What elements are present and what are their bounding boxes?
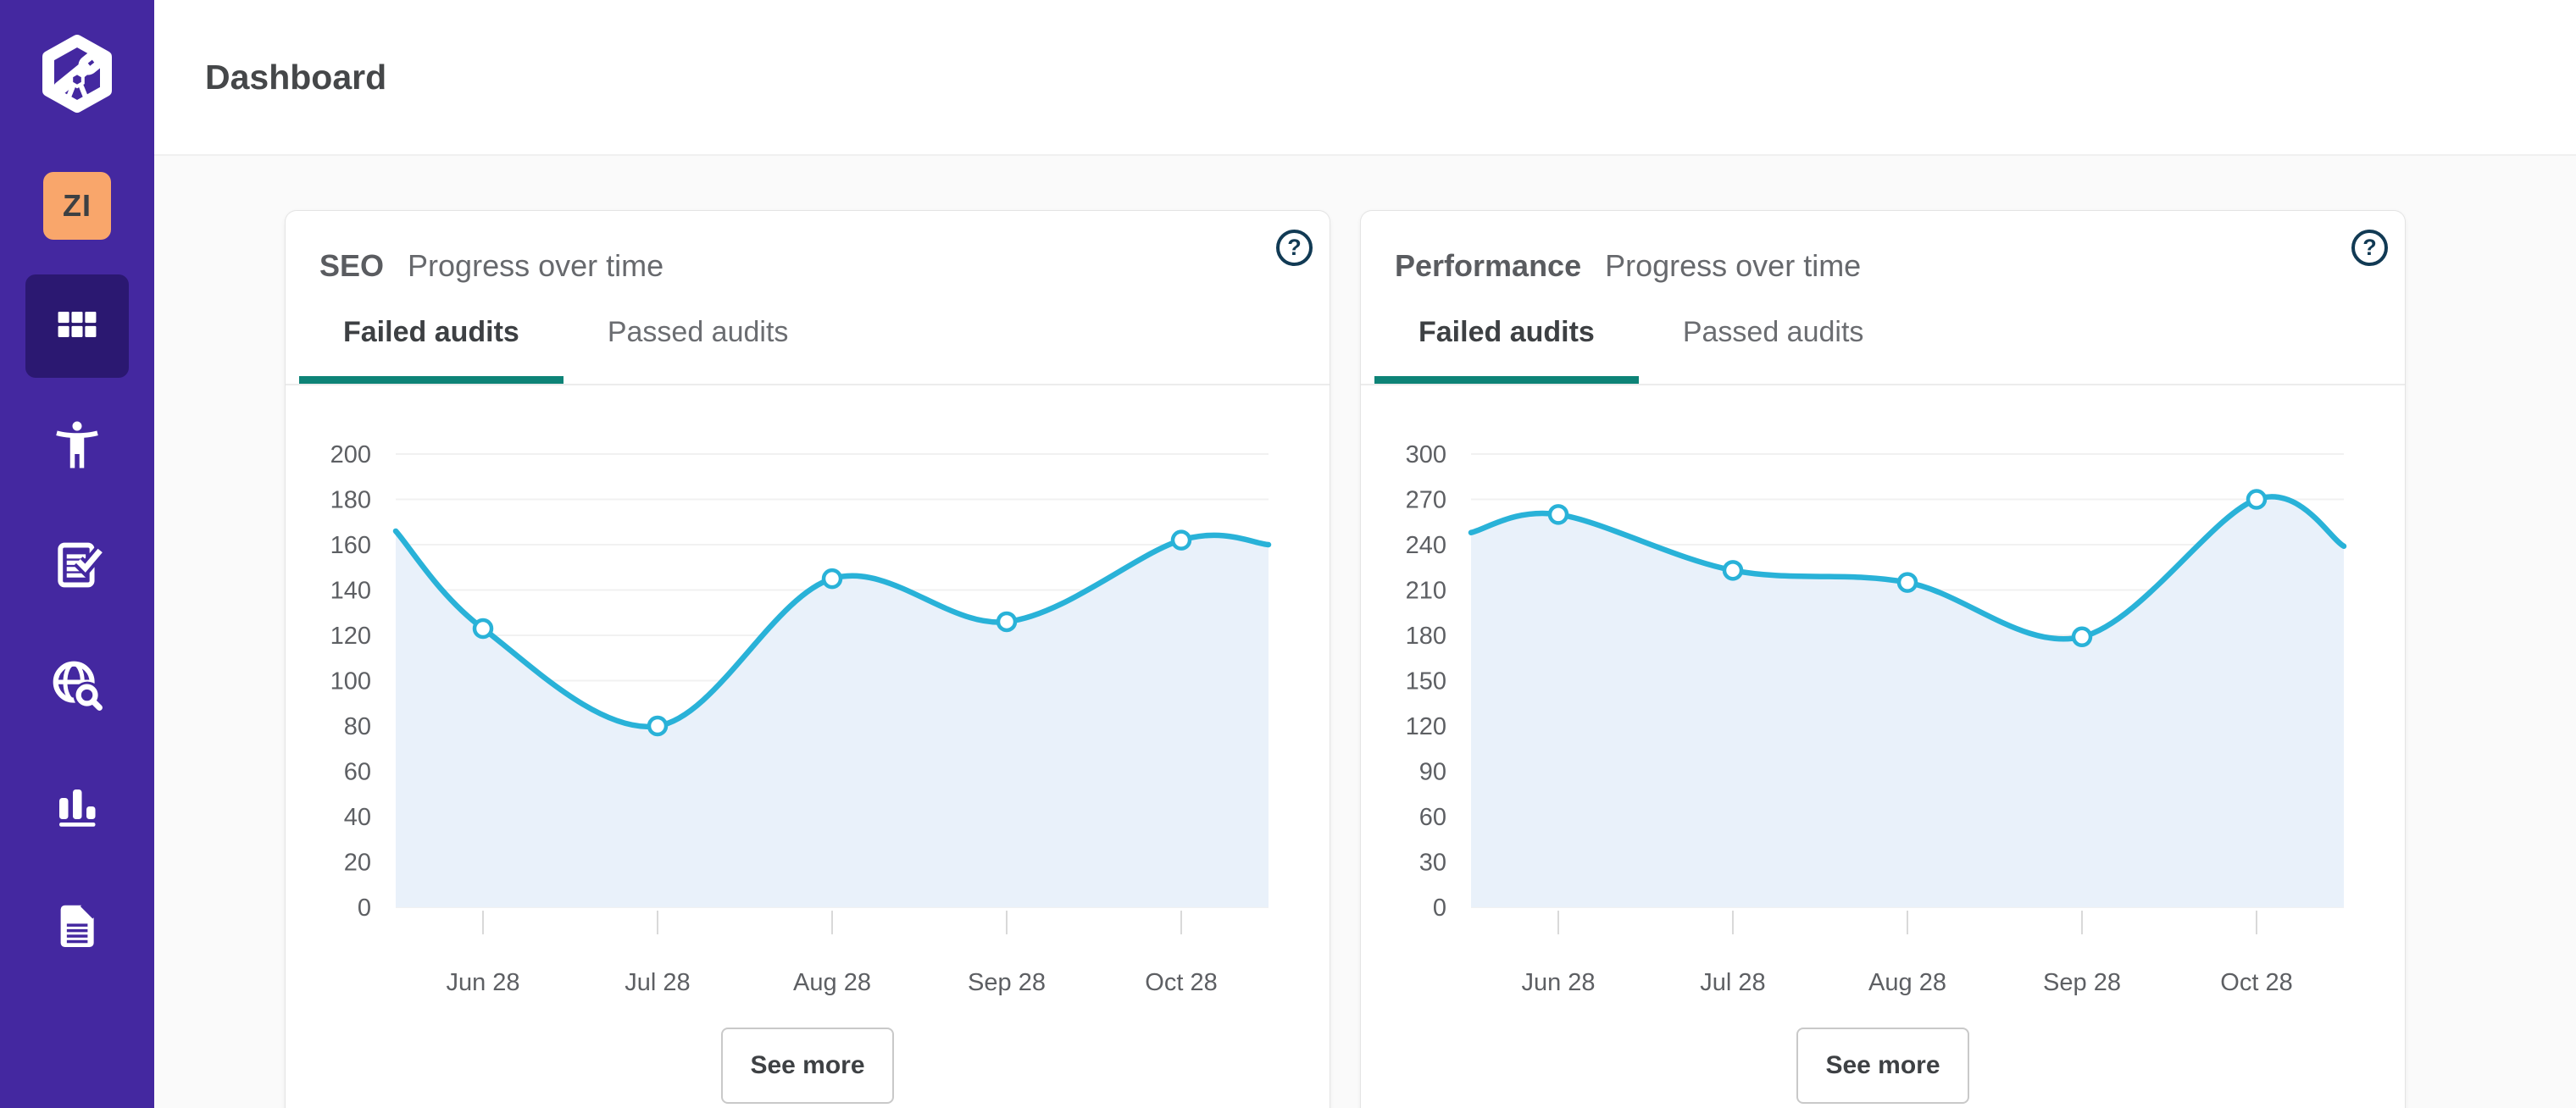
globe-search-icon xyxy=(49,657,105,717)
data-point-marker[interactable] xyxy=(1724,562,1741,579)
y-tick-label: 140 xyxy=(330,578,371,605)
y-tick-label: 160 xyxy=(330,532,371,559)
card-header: Performance Progress over time xyxy=(1361,211,2405,284)
y-tick-label: 60 xyxy=(1419,804,1446,831)
x-tick-label: Oct 28 xyxy=(1145,969,1217,996)
tab-failed-audits[interactable]: Failed audits xyxy=(299,306,564,384)
x-tick-label: Sep 28 xyxy=(2043,969,2121,996)
y-tick-label: 80 xyxy=(344,713,371,740)
y-tick-label: 0 xyxy=(1433,895,1446,922)
y-tick-label: 180 xyxy=(330,487,371,514)
y-tick-label: 0 xyxy=(358,895,371,922)
view-grid-icon xyxy=(58,311,97,342)
sidebar-item-reports[interactable] xyxy=(25,876,129,979)
sidebar-item-accessibility[interactable] xyxy=(25,395,129,498)
see-more-button[interactable]: See more xyxy=(721,1028,894,1104)
top-bar: Dashboard xyxy=(154,0,2576,156)
card-performance: ? Performance Progress over time Failed … xyxy=(1360,210,2406,1108)
tab-failed-audits[interactable]: Failed audits xyxy=(1374,306,1639,384)
telescope-hexagon-logo-icon xyxy=(36,35,118,120)
data-point-marker[interactable] xyxy=(2248,491,2265,508)
y-tick-label: 20 xyxy=(344,850,371,877)
tab-passed-audits[interactable]: Passed audits xyxy=(564,306,833,384)
sidebar-item-seo[interactable] xyxy=(25,635,129,739)
card-header: SEO Progress over time xyxy=(286,211,1330,284)
avatar[interactable]: ZI xyxy=(43,172,111,240)
sidebar: ZI xyxy=(0,0,154,1108)
data-point-marker[interactable] xyxy=(475,620,491,637)
page-title: Dashboard xyxy=(205,58,386,97)
accessibility-icon xyxy=(49,417,105,477)
data-point-marker[interactable] xyxy=(1899,574,1916,591)
x-tick-label: Sep 28 xyxy=(968,969,1046,996)
content-area: ? SEO Progress over time Failed audits P… xyxy=(154,156,2576,1108)
card-title: SEO xyxy=(319,248,384,284)
y-tick-label: 200 xyxy=(330,441,371,468)
sidebar-item-dashboard[interactable] xyxy=(25,274,129,378)
help-icon[interactable]: ? xyxy=(1276,230,1313,266)
sidebar-item-stats[interactable] xyxy=(25,756,129,859)
data-point-marker[interactable] xyxy=(2074,629,2090,645)
y-tick-label: 60 xyxy=(344,759,371,786)
data-point-marker[interactable] xyxy=(824,570,841,587)
card-title: Performance xyxy=(1395,248,1581,284)
data-point-marker[interactable] xyxy=(1550,506,1567,523)
progress-line-chart[interactable]: 0 20 40 60 80 100 120 140 160 180 200 Jun 28 Jul 28 A… xyxy=(286,440,1331,1016)
x-tick-label: Aug 28 xyxy=(1868,969,1946,996)
y-tick-label: 30 xyxy=(1419,850,1446,877)
x-tick-label: Jun 28 xyxy=(1521,969,1595,996)
y-tick-label: 120 xyxy=(330,623,371,650)
bar-chart-icon xyxy=(52,780,103,835)
card-subtitle: Progress over time xyxy=(1605,248,1861,284)
audit-checklist-icon xyxy=(50,538,104,596)
main-area: Dashboard ? SEO Progress over time Faile… xyxy=(154,0,2576,1108)
data-point-marker[interactable] xyxy=(998,613,1015,630)
tab-bar: Failed audits Passed audits xyxy=(1361,306,2405,385)
y-tick-label: 120 xyxy=(1406,713,1446,740)
y-tick-label: 90 xyxy=(1419,759,1446,786)
sidebar-item-best-practices[interactable] xyxy=(25,515,129,618)
y-tick-label: 270 xyxy=(1406,487,1446,514)
x-tick-label: Jul 28 xyxy=(1700,969,1765,996)
card-subtitle: Progress over time xyxy=(408,248,663,284)
y-tick-label: 150 xyxy=(1406,668,1446,695)
card-seo: ? SEO Progress over time Failed audits P… xyxy=(285,210,1330,1108)
y-tick-label: 40 xyxy=(344,804,371,831)
x-tick-label: Oct 28 xyxy=(2220,969,2292,996)
y-tick-label: 300 xyxy=(1406,441,1446,468)
x-tick-label: Aug 28 xyxy=(793,969,871,996)
tab-passed-audits[interactable]: Passed audits xyxy=(1639,306,1908,384)
data-point-marker[interactable] xyxy=(1173,532,1190,549)
progress-line-chart[interactable]: 0 30 60 90 120 150 180 210 240 270 300 Jun 28 Jul 28… xyxy=(1361,440,2407,1016)
help-icon[interactable]: ? xyxy=(2351,230,2388,266)
app-logo[interactable] xyxy=(0,0,154,154)
data-point-marker[interactable] xyxy=(649,717,666,734)
see-more-button[interactable]: See more xyxy=(1796,1028,1969,1104)
y-tick-label: 240 xyxy=(1406,532,1446,559)
y-tick-label: 100 xyxy=(330,668,371,695)
y-tick-label: 210 xyxy=(1406,578,1446,605)
x-tick-label: Jul 28 xyxy=(625,969,690,996)
document-icon xyxy=(51,900,103,956)
tab-bar: Failed audits Passed audits xyxy=(286,306,1330,385)
y-tick-label: 180 xyxy=(1406,623,1446,650)
x-tick-label: Jun 28 xyxy=(446,969,519,996)
sidebar-avatar[interactable]: ZI xyxy=(25,154,129,258)
chart-area-fill xyxy=(1471,496,2344,907)
